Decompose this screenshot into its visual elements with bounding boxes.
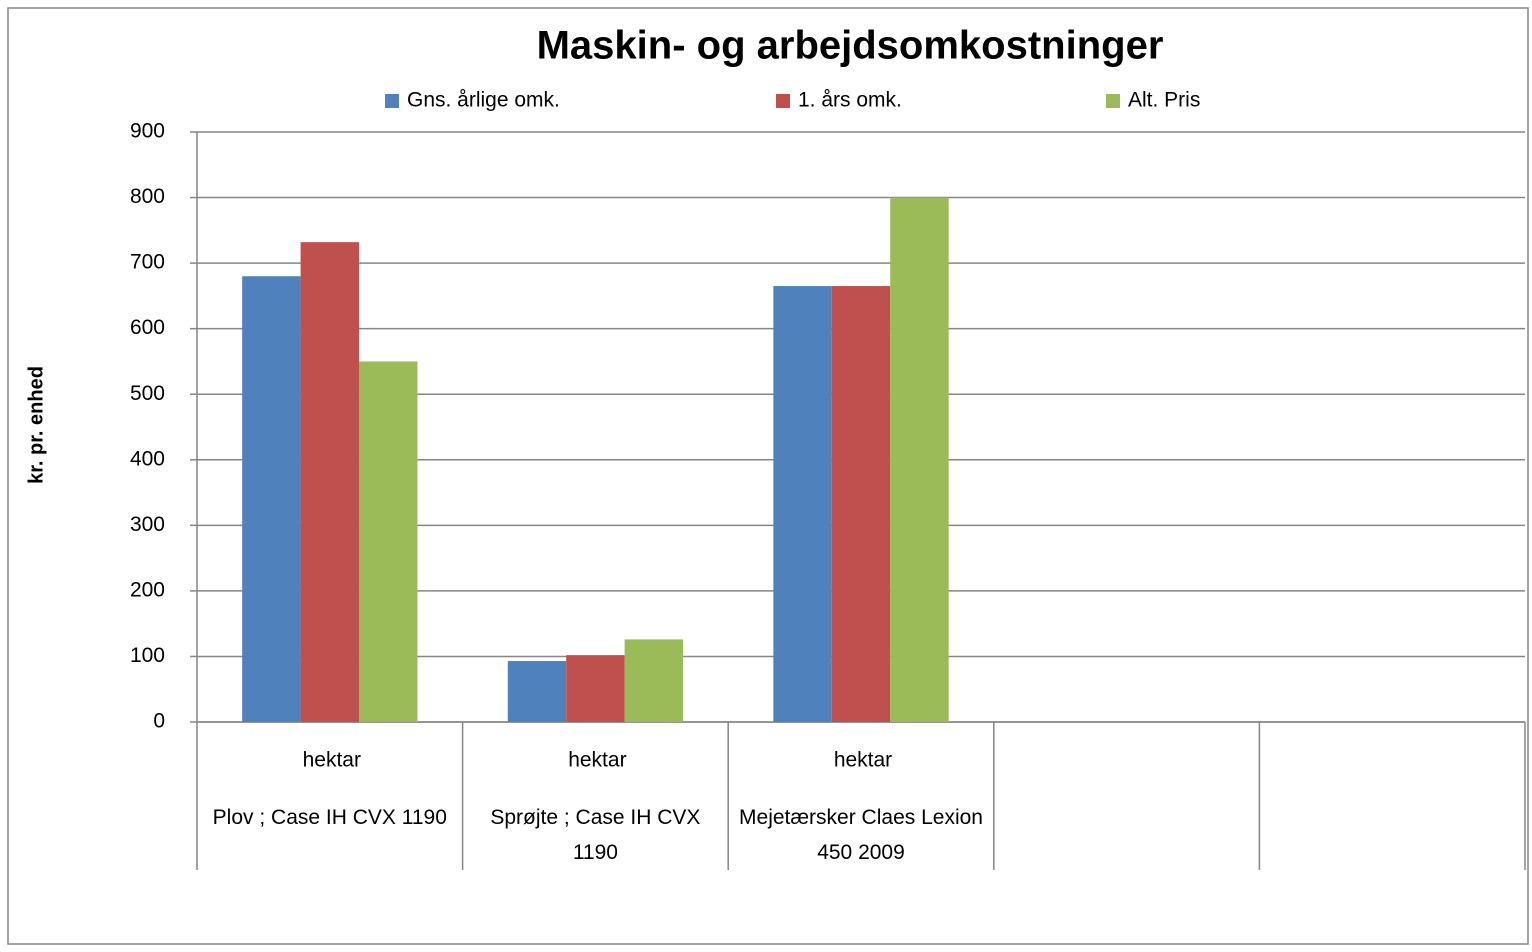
- legend-label: Gns. årlige omk.: [407, 89, 560, 112]
- x-group-label: Plov ; Case IH CVX 1190: [213, 806, 447, 829]
- y-tick-label: 600: [130, 316, 165, 339]
- bar: [890, 197, 949, 723]
- bar: [773, 286, 832, 722]
- legend-label: 1. års omk.: [798, 89, 902, 112]
- y-tick-label: 100: [130, 644, 165, 667]
- legend-label: Alt. Pris: [1128, 89, 1200, 112]
- x-group-line: 1190: [573, 841, 618, 864]
- x-group-line: Mejetærsker Claes Lexion: [739, 806, 983, 829]
- x-group-label: Sprøjte ; Case IH CVX 1190: [490, 806, 700, 864]
- x-group-line: Plov ; Case IH CVX 1190: [213, 806, 447, 829]
- y-tick-label: 900: [130, 120, 165, 143]
- y-tick-label: 800: [130, 185, 165, 208]
- legend-swatch: [1106, 94, 1120, 108]
- x-group-line: 450 2009: [817, 841, 905, 864]
- chart-border: [7, 7, 1529, 945]
- legend-swatch: [385, 94, 399, 108]
- bar: [566, 655, 625, 722]
- y-axis-label: kr. pr. enhed: [25, 366, 47, 484]
- y-tick-label: 700: [130, 251, 165, 274]
- bar: [300, 242, 360, 722]
- y-tick-label: 300: [130, 513, 165, 536]
- x-tick-label: hektar: [303, 749, 361, 772]
- y-tick-label: 200: [130, 578, 165, 601]
- y-tick-label: 500: [130, 382, 165, 405]
- bar: [359, 361, 418, 722]
- chart-title: Maskin- og arbejdsomkostninger: [537, 24, 1164, 68]
- x-group-label: Mejetærsker Claes Lexion 450 2009: [739, 806, 983, 864]
- bar: [507, 661, 567, 722]
- x-tick-label: hektar: [834, 749, 892, 772]
- y-tick-label: 0: [153, 710, 165, 733]
- x-group-line: Sprøjte ; Case IH CVX: [490, 806, 700, 829]
- bar: [624, 639, 684, 722]
- x-tick-label: hektar: [568, 749, 626, 772]
- y-tick-label: 400: [130, 447, 165, 470]
- legend-swatch: [776, 94, 790, 108]
- bar: [831, 286, 891, 722]
- bar: [242, 276, 301, 722]
